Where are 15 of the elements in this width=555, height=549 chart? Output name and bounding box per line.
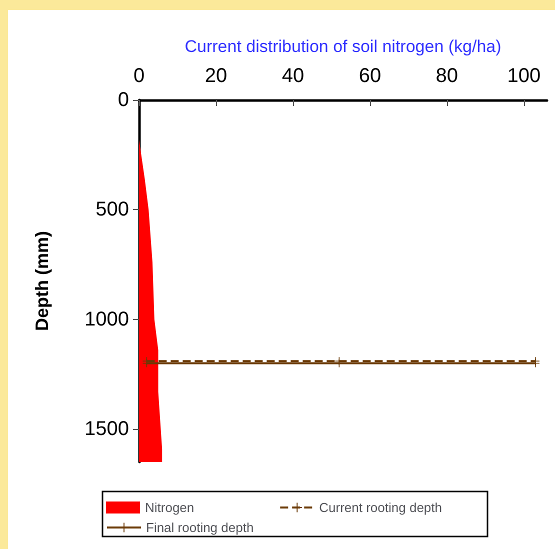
x-tick-label: 0	[133, 65, 145, 87]
x-tick-label: 100	[507, 65, 541, 87]
x-axis-title: Current distribution of soil nitrogen (kg/ha)	[184, 37, 502, 56]
x-tick-label: 80	[436, 65, 458, 87]
y-tick-label: 1000	[84, 308, 129, 330]
x-tick-label: 40	[282, 65, 304, 87]
legend-label: Current rooting depth	[319, 500, 442, 515]
y-tick-label: 1500	[84, 418, 129, 440]
y-tick-label: 0	[118, 89, 129, 111]
y-axis-title: Depth (mm)	[32, 231, 52, 331]
legend-label: Nitrogen	[145, 500, 194, 515]
x-tick-label: 20	[204, 65, 228, 87]
legend-label: Final rooting depth	[146, 520, 254, 535]
x-tick-label: 60	[358, 65, 382, 87]
y-tick-label: 500	[96, 198, 129, 221]
